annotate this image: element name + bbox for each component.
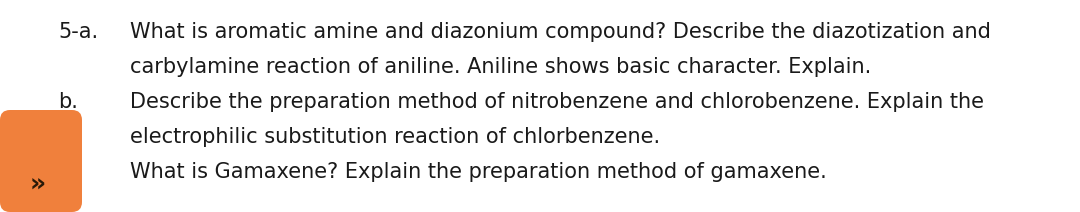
FancyBboxPatch shape [0, 110, 82, 212]
Text: electrophilic substitution reaction of chlorbenzene.: electrophilic substitution reaction of c… [130, 127, 660, 147]
Text: carbylamine reaction of aniline. Aniline shows basic character. Explain.: carbylamine reaction of aniline. Aniline… [130, 57, 872, 77]
Text: What is aromatic amine and diazonium compound? Describe the diazotization and: What is aromatic amine and diazonium com… [130, 22, 990, 42]
Text: b.: b. [58, 92, 78, 112]
Text: Describe the preparation method of nitrobenzene and chlorobenzene. Explain the: Describe the preparation method of nitro… [130, 92, 984, 112]
Text: »: » [30, 173, 46, 197]
Text: What is Gamaxene? Explain the preparation method of gamaxene.: What is Gamaxene? Explain the preparatio… [130, 162, 827, 182]
Text: 5-a.: 5-a. [58, 22, 98, 42]
